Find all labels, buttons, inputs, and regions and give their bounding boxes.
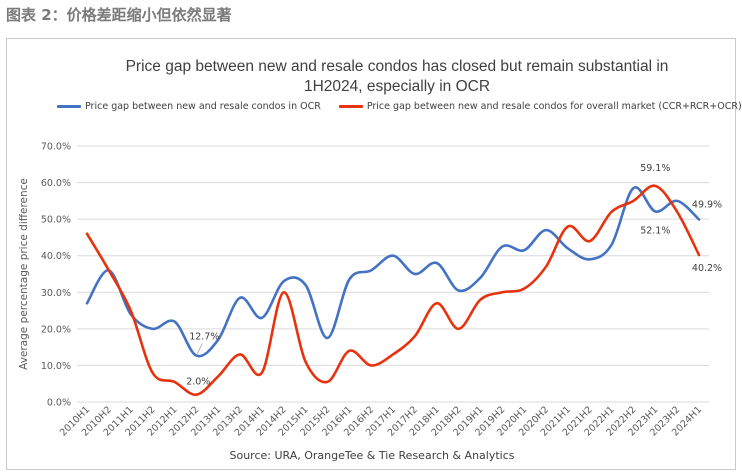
figure-caption: 图表 2：价格差距缩小但依然显著 [6,6,232,24]
series-line-overall [85,184,701,396]
y-tick-label: 10.0% [41,361,71,372]
chart-plot: 0.0% 10.0% 20.0% 30.0% 40.0% 50.0% 60.0% 70.0% 2… [18,142,722,439]
data-label: 59.1% [640,163,670,174]
data-label: 2.0% [186,377,210,388]
legend-item-ocr: Price gap between new and resale condos … [57,101,321,112]
legend-label-overall: Price gap between new and resale condos … [366,101,742,112]
y-tick-label: 30.0% [41,288,71,299]
data-label: 52.1% [640,225,670,236]
y-tick-label: 50.0% [41,215,71,226]
legend-label-ocr: Price gap between new and resale condos … [85,101,321,112]
data-label: 49.9% [692,200,722,211]
data-label: 40.2% [692,263,722,274]
series-line-ocr [85,186,701,358]
legend-swatch-ocr [57,105,81,108]
chart-frame: Price gap between new and resale condos … [6,38,742,470]
y-tick-label: 0.0% [47,398,71,409]
annotation-leader [196,343,203,354]
chart-title: Price gap between new and resale condos … [77,57,717,97]
chart-title-line-2: 1H2024, especially in OCR [303,78,491,95]
chart-legend: Price gap between new and resale condos … [57,101,742,112]
source-note: Source: URA, OrangeTee & Tie Research & … [229,449,515,462]
y-tick-label: 20.0% [41,324,71,335]
y-axis-label: Average percentage price difference [18,178,30,370]
legend-item-overall: Price gap between new and resale condos … [338,101,742,112]
legend-swatch-overall [338,105,363,108]
y-tick-label: 70.0% [41,142,71,153]
chart-title-line-1: Price gap between new and resale condos … [125,58,669,75]
data-label: 12.7% [189,332,219,343]
y-tick-label: 60.0% [41,178,71,189]
y-tick-label: 40.0% [41,251,71,262]
